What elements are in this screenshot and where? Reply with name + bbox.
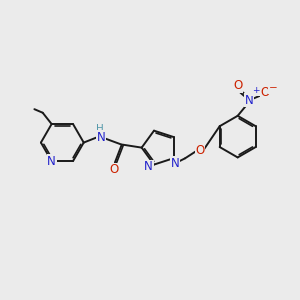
Text: H: H xyxy=(97,124,104,134)
Text: O: O xyxy=(195,144,205,157)
Text: N: N xyxy=(47,154,56,168)
Text: O: O xyxy=(260,86,270,99)
Text: O: O xyxy=(233,79,243,92)
Text: N: N xyxy=(144,160,153,173)
Text: +: + xyxy=(252,86,259,95)
Text: N: N xyxy=(171,157,179,170)
Text: −: − xyxy=(268,83,277,94)
Text: N: N xyxy=(97,131,106,144)
Text: O: O xyxy=(110,164,119,176)
Text: N: N xyxy=(244,94,253,107)
